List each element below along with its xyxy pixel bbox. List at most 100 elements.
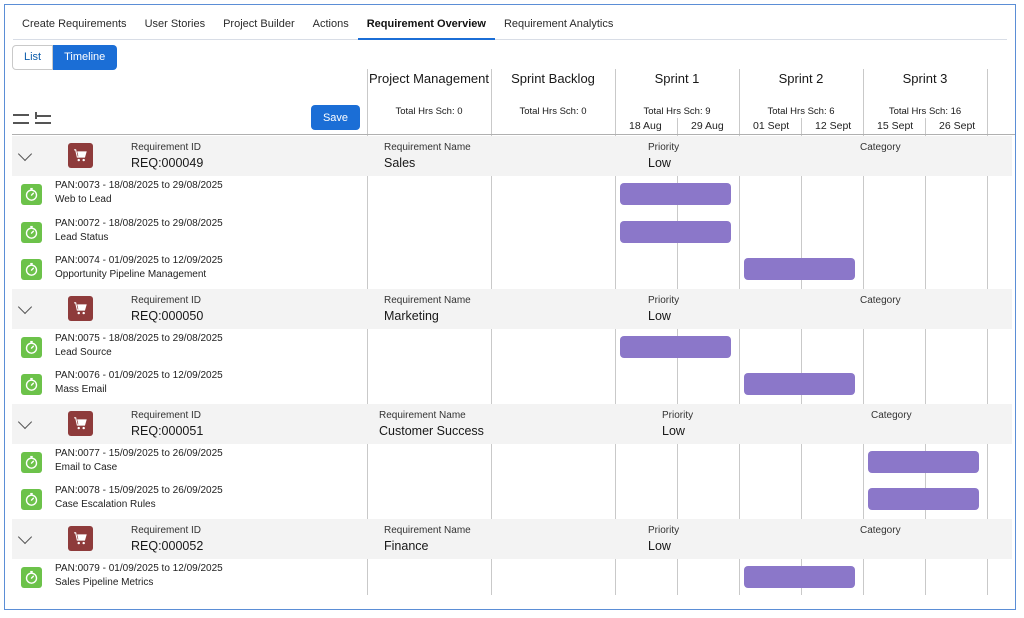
timeline-bar[interactable]	[868, 450, 979, 473]
requirement-row[interactable]: Requirement ID REQ:000051 Requirement Name…	[12, 403, 1012, 444]
stopwatch-icon	[21, 451, 42, 473]
timeline-bar[interactable]	[744, 258, 855, 280]
requirement-id-value: REQ:000049	[131, 156, 204, 170]
timeline-view-button[interactable]: Timeline	[53, 45, 118, 70]
requirement-name-label: Requirement Name	[384, 524, 471, 536]
column-title: Sprint 3	[902, 71, 948, 86]
task-row[interactable]: PAN:0079 - 01/09/2025 to 12/09/2025 Sales…	[12, 559, 372, 596]
task-title: Web to Lead	[55, 194, 112, 205]
task-title: Lead Source	[55, 346, 112, 358]
stopwatch-icon	[21, 566, 42, 588]
column-hours: Total Hrs Sch: 0	[519, 106, 587, 117]
requirement-id-label: Requirement ID	[131, 142, 202, 153]
header-divider	[12, 134, 1015, 135]
collapse-all-icon[interactable]	[13, 112, 29, 126]
save-button[interactable]: Save	[311, 105, 360, 130]
requirement-row[interactable]: Requirement ID REQ:000050 Requirement Name…	[12, 288, 1012, 329]
task-row[interactable]: PAN:0073 - 18/08/2025 to 29/08/2025 Web t…	[12, 176, 372, 213]
grid-divider	[863, 69, 864, 595]
requirement-category-label: Category	[860, 142, 901, 153]
requirement-name-value: Finance	[384, 538, 429, 553]
requirement-id-label: Requirement ID	[131, 294, 202, 306]
requirement-name-value: Customer Success	[379, 423, 484, 438]
task-row[interactable]: PAN:0076 - 01/09/2025 to 12/09/2025 Mass …	[12, 366, 372, 403]
app-frame: Create Requirements User Stories Project…	[4, 4, 1016, 610]
stopwatch-icon	[21, 259, 42, 280]
task-row[interactable]: PAN:0072 - 18/08/2025 to 29/08/2025 Lead …	[12, 214, 372, 251]
requirement-category-label: Category	[860, 294, 901, 306]
requirement-name-value: Marketing	[384, 308, 439, 323]
requirement-name-value: Sales	[384, 156, 416, 170]
task-row[interactable]: PAN:0078 - 15/09/2025 to 26/09/2025 Case …	[12, 481, 372, 518]
sprint-date: 18 Aug	[629, 120, 662, 132]
requirement-priority-value: Low	[648, 308, 671, 323]
task-title: Case Escalation Rules	[55, 499, 156, 510]
grid-divider	[615, 69, 616, 595]
chevron-down-icon[interactable]	[17, 299, 33, 314]
shopping-cart-icon	[68, 525, 93, 551]
timeline-bar[interactable]	[620, 335, 731, 358]
list-view-button[interactable]: List	[12, 45, 54, 70]
stopwatch-icon	[21, 184, 42, 205]
tab-actions[interactable]: Actions	[312, 18, 349, 30]
sprint-date: 01 Sept	[753, 120, 790, 132]
task-row[interactable]: PAN:0075 - 18/08/2025 to 29/08/2025 Lead …	[12, 329, 372, 366]
requirement-category-label: Category	[871, 409, 912, 421]
task-code: PAN:0072 - 18/08/2025 to 29/08/2025	[55, 217, 223, 229]
requirement-priority-label: Priority	[648, 294, 680, 306]
column-header: Sprint 1 Total Hrs Sch: 9	[615, 69, 739, 134]
requirement-name-label: Requirement Name	[384, 294, 471, 306]
requirement-name-label: Requirement Name	[379, 409, 466, 421]
tab-create-requirements[interactable]: Create Requirements	[22, 18, 127, 30]
timeline-bar[interactable]	[620, 220, 731, 243]
chevron-down-icon[interactable]	[17, 529, 33, 544]
grid-divider	[925, 118, 926, 595]
requirement-category-label: Category	[860, 524, 901, 536]
stopwatch-icon	[21, 336, 42, 358]
requirement-row[interactable]: Requirement ID REQ:000052 Requirement Name…	[12, 518, 1012, 559]
sprint-date: 26 Sept	[939, 120, 976, 132]
requirement-row[interactable]: Requirement ID REQ:000049 Requirement Name…	[12, 136, 1012, 176]
task-code: PAN:0079 - 01/09/2025 to 12/09/2025	[55, 562, 223, 574]
grid-divider	[491, 69, 492, 595]
column-header: Sprint 3 Total Hrs Sch: 16	[863, 69, 987, 134]
requirement-id-value: REQ:000050	[131, 308, 204, 323]
timeline-bar[interactable]	[744, 373, 855, 395]
expand-all-icon[interactable]	[35, 112, 51, 126]
task-row[interactable]: PAN:0077 - 15/09/2025 to 26/09/2025 Email…	[12, 444, 372, 481]
task-row[interactable]: PAN:0074 - 01/09/2025 to 12/09/2025 Oppor…	[12, 251, 372, 288]
column-title: Sprint 1	[654, 71, 700, 86]
requirement-priority-value: Low	[648, 538, 671, 553]
task-code: PAN:0076 - 01/09/2025 to 12/09/2025	[55, 370, 223, 381]
requirement-id-value: REQ:000051	[131, 423, 204, 438]
requirement-priority-value: Low	[662, 423, 685, 438]
task-title: Lead Status	[55, 231, 109, 243]
column-header: Project Management Total Hrs Sch: 0	[367, 69, 491, 134]
task-code: PAN:0077 - 15/09/2025 to 26/09/2025	[55, 447, 223, 459]
tab-project-builder[interactable]: Project Builder	[223, 18, 295, 30]
column-hours: Total Hrs Sch: 6	[767, 106, 835, 117]
requirement-id-label: Requirement ID	[131, 409, 202, 421]
sprint-date: 15 Sept	[877, 120, 914, 132]
column-hours: Total Hrs Sch: 0	[395, 106, 463, 117]
task-title: Mass Email	[55, 384, 107, 395]
task-title: Email to Case	[55, 461, 118, 473]
task-code: PAN:0073 - 18/08/2025 to 29/08/2025	[55, 180, 223, 191]
tab-requirement-analytics[interactable]: Requirement Analytics	[503, 18, 614, 30]
column-header: Sprint Backlog Total Hrs Sch: 0	[491, 69, 615, 134]
chevron-down-icon[interactable]	[17, 414, 33, 429]
task-code: PAN:0078 - 15/09/2025 to 26/09/2025	[55, 485, 223, 496]
stopwatch-icon	[21, 374, 42, 395]
timeline-bar[interactable]	[868, 488, 979, 510]
grid-divider	[367, 69, 368, 595]
tab-requirement-overview[interactable]: Requirement Overview	[357, 9, 495, 40]
sprint-date: 29 Aug	[691, 120, 724, 132]
requirement-id-label: Requirement ID	[131, 524, 202, 536]
timeline-bar[interactable]	[620, 183, 731, 205]
timeline-bar[interactable]	[744, 565, 855, 588]
grid-divider	[739, 69, 740, 595]
view-toggle: List Timeline	[12, 45, 118, 70]
chevron-down-icon[interactable]	[17, 146, 33, 162]
tab-user-stories[interactable]: User Stories	[144, 18, 206, 30]
requirement-priority-label: Priority	[662, 409, 694, 421]
